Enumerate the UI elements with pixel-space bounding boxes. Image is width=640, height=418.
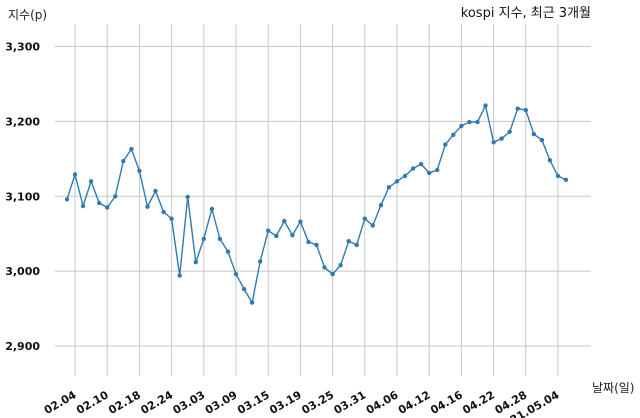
x-tick-label: 03.09: [203, 388, 240, 417]
data-point: [153, 188, 158, 194]
grid-lines: [55, 24, 591, 376]
x-tick-label: 02.18: [106, 388, 143, 417]
data-point: [531, 131, 536, 137]
data-point: [394, 179, 400, 184]
data-point: [145, 204, 150, 209]
data-point: [169, 216, 174, 221]
data-point: [233, 271, 239, 277]
y-tick-label: 3,000: [5, 265, 40, 278]
y-axis-ticks: 2,900 3,000 3,100 3,200 3,300: [5, 40, 40, 353]
data-point: [547, 158, 553, 163]
data-point: [402, 173, 408, 179]
data-point: [370, 223, 375, 228]
data-point: [435, 167, 440, 173]
data-point: [201, 236, 206, 242]
x-tick-label: 03.19: [267, 388, 304, 417]
data-point: [515, 106, 520, 111]
data-point: [241, 286, 247, 292]
data-point: [499, 136, 504, 141]
data-point: [330, 271, 335, 277]
data-point: [290, 233, 295, 238]
data-point: [258, 259, 263, 264]
data-point: [322, 265, 327, 270]
data-point: [121, 158, 126, 164]
data-point: [282, 218, 287, 224]
data-point: [555, 173, 561, 179]
data-point: [177, 273, 182, 278]
data-point: [225, 249, 231, 254]
y-tick-label: 3,300: [5, 40, 40, 53]
x-axis-label: 날짜(일): [592, 381, 634, 395]
data-point: [64, 197, 70, 202]
y-axis-label: 지수(p): [8, 8, 47, 22]
x-tick-label: 02.24: [138, 388, 175, 417]
x-tick-label: 02.04: [42, 388, 79, 417]
data-point: [475, 119, 480, 125]
data-point: [185, 194, 190, 200]
data-point: [72, 172, 78, 177]
x-tick-label: 03.25: [299, 388, 336, 417]
data-point: [362, 216, 367, 221]
x-tick-label: 04.12: [396, 388, 433, 417]
data-point: [80, 203, 86, 209]
series-line: [66, 103, 567, 305]
data-point: [314, 242, 319, 248]
data-point: [443, 142, 448, 147]
data-point: [378, 203, 384, 208]
data-point: [507, 129, 512, 134]
data-point: [451, 132, 456, 137]
x-tick-label: 04.22: [460, 388, 497, 417]
data-point: [88, 179, 94, 184]
data-point: [129, 146, 134, 152]
chart-title: kospi 지수, 최근 3개월: [461, 6, 591, 21]
y-tick-label: 3,200: [5, 115, 40, 128]
data-point: [217, 236, 223, 242]
data-point: [105, 205, 110, 210]
data-point: [97, 200, 102, 206]
data-point: [338, 263, 343, 268]
data-point: [483, 103, 488, 108]
data-point: [563, 177, 569, 182]
data-point: [427, 170, 432, 176]
data-point: [467, 119, 472, 125]
data-point: [306, 239, 311, 245]
data-point: [274, 233, 279, 239]
data-point: [523, 107, 528, 113]
data-point: [410, 166, 416, 171]
data-point: [161, 209, 166, 215]
data-point: [386, 185, 392, 190]
data-point: [354, 242, 359, 248]
data-point: [113, 194, 118, 199]
x-tick-label: 03.31: [332, 388, 369, 417]
data-point: [418, 161, 424, 167]
data-point: [298, 219, 303, 224]
y-tick-label: 3,100: [5, 190, 40, 203]
x-tick-label: 03.15: [235, 388, 272, 417]
data-point: [539, 137, 545, 143]
data-point: [491, 140, 496, 145]
data-point: [266, 228, 271, 233]
x-tick-label: 02.10: [74, 388, 111, 417]
data-points: [64, 103, 569, 305]
x-axis-ticks: 02.0402.1002.1802.2403.0303.0903.1503.19…: [42, 388, 562, 418]
x-tick-label: 04.16: [428, 388, 465, 417]
data-point: [249, 300, 255, 305]
data-point: [346, 239, 351, 244]
data-point: [193, 260, 198, 265]
x-tick-label: 04.06: [364, 388, 401, 417]
data-point: [137, 168, 142, 173]
y-tick-label: 2,900: [5, 340, 40, 353]
data-point: [459, 123, 464, 129]
x-tick-label: 03.03: [171, 388, 208, 417]
data-point: [209, 206, 215, 212]
